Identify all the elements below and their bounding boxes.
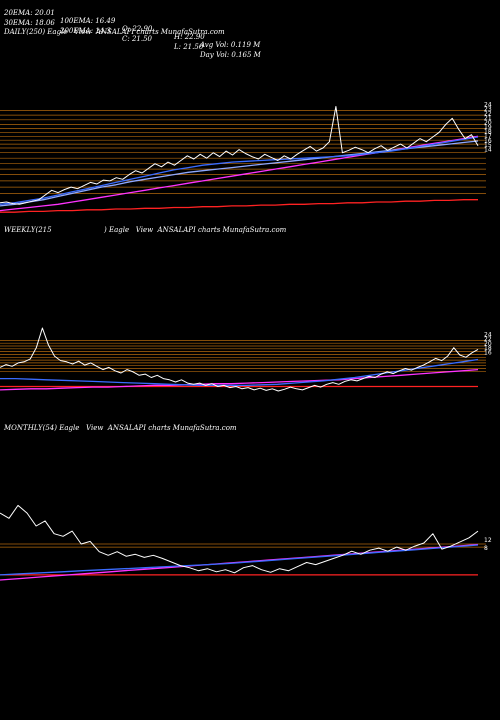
high-readout: H: 22.90 <box>174 33 205 41</box>
daily-right-tick-label: 20 <box>484 119 492 126</box>
avg-vol-readout: Avg Vol: 0.119 M <box>200 41 261 49</box>
daily-panel-label: DAILY(250) Eagle View ANSALAPI charts Mu… <box>4 28 225 36</box>
daily-right-tick-label: 17 <box>484 133 492 140</box>
daily-ema-mid-line <box>0 140 479 207</box>
ema200-readout: 200EMA: 14.3 <box>60 27 111 35</box>
weekly-panel-label-end: ) Eagle View ANSALAPI charts MunafaSutra… <box>104 226 287 234</box>
weekly-right-tick-label: 24 <box>484 331 492 338</box>
monthly-right-tick-label: 8 <box>484 545 488 552</box>
daily-right-tick-label: 22 <box>484 110 492 117</box>
daily-right-tick-label: 14 <box>484 146 492 153</box>
weekly-panel-label-start: WEEKLY(215 <box>4 226 52 234</box>
low-readout: L: 21.50 <box>174 43 204 51</box>
ema20-readout: 20EMA: 20.01 <box>4 9 55 17</box>
monthly-right-tick-label: 12 <box>484 537 492 544</box>
weekly-ema-long-line <box>0 368 479 391</box>
daily-right-tick-label: 16 <box>484 137 492 144</box>
ema30-readout: 30EMA: 18.06 <box>4 19 55 27</box>
daily-right-tick-label: 23 <box>484 106 492 113</box>
monthly-panel-label: MONTHLY(54) Eagle View ANSALAPI charts M… <box>4 424 237 432</box>
daily-ema-short-line <box>0 136 479 205</box>
daily-ema-longest-line <box>0 199 478 213</box>
open-readout: O: 22.90 <box>122 25 153 33</box>
daily-right-tick-label: 19 <box>484 124 492 131</box>
daily-right-tick-label: 21 <box>484 115 492 122</box>
day-vol-readout: Day Vol: 0.165 M <box>200 51 261 59</box>
daily-right-tick-label: 24 <box>484 101 492 108</box>
weekly-right-tick-label: 16 <box>484 349 492 356</box>
weekly-right-tick-label: 20 <box>484 340 492 347</box>
monthly-ema-short-line <box>0 544 479 576</box>
ema100-readout: 100EMA: 16.49 <box>60 17 116 25</box>
daily-right-tick-label: 18 <box>484 128 492 135</box>
weekly-right-tick-label: 22 <box>484 336 492 343</box>
daily-price-line <box>0 106 479 205</box>
close-readout: C: 21.50 <box>122 35 152 43</box>
weekly-right-tick-label: 18 <box>484 345 492 352</box>
daily-right-tick-label: 15 <box>484 142 492 149</box>
monthly-price-line <box>0 504 479 574</box>
header-row-1: 20EMA: 20.01 100EMA: 16.49 O: 22.90 H: 2… <box>4 1 260 49</box>
weekly-price-line <box>0 327 479 392</box>
header-row-2: 30EMA: 18.06 200EMA: 14.3 C: 21.50 L: 21… <box>4 11 261 59</box>
monthly-chart: 128 <box>0 504 492 581</box>
